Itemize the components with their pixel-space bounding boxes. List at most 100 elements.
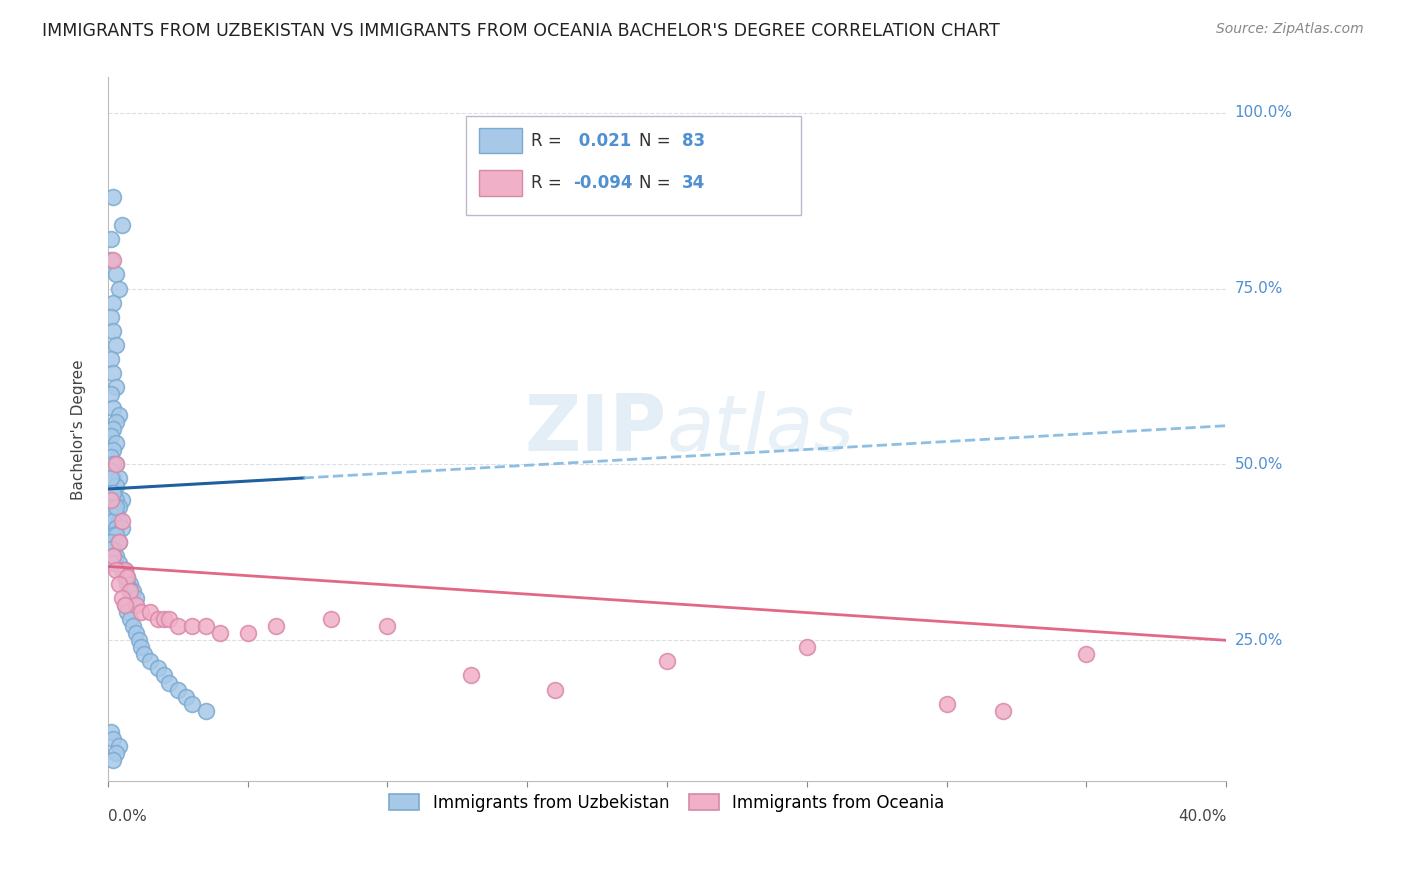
Point — [108, 577, 131, 591]
Point — [796, 640, 818, 655]
Point — [100, 310, 122, 324]
Point — [105, 478, 128, 492]
Point — [103, 295, 125, 310]
Point — [103, 753, 125, 767]
Text: 25.0%: 25.0% — [1234, 632, 1282, 648]
Point — [120, 584, 142, 599]
Point — [103, 190, 125, 204]
Point — [103, 443, 125, 458]
Point — [114, 598, 136, 612]
Point — [152, 612, 174, 626]
Point — [105, 458, 128, 472]
Point — [105, 563, 128, 577]
Point — [544, 682, 567, 697]
Point — [111, 514, 134, 528]
Point — [103, 366, 125, 380]
Text: N =: N = — [640, 132, 676, 150]
Point — [460, 668, 482, 682]
Text: -0.094: -0.094 — [574, 174, 633, 192]
Point — [108, 471, 131, 485]
Point — [128, 633, 150, 648]
Point — [100, 351, 122, 366]
Point — [105, 549, 128, 563]
Point — [103, 549, 125, 563]
Point — [120, 577, 142, 591]
Point — [100, 253, 122, 268]
Point — [108, 408, 131, 422]
Point — [180, 697, 202, 711]
Point — [111, 492, 134, 507]
Text: 0.021: 0.021 — [574, 132, 631, 150]
Point — [108, 281, 131, 295]
Point — [117, 577, 139, 591]
FancyBboxPatch shape — [479, 128, 522, 153]
Point — [100, 232, 122, 246]
Point — [103, 422, 125, 436]
Point — [114, 563, 136, 577]
Point — [100, 541, 122, 556]
Point — [103, 528, 125, 542]
Point — [100, 556, 122, 570]
Point — [103, 549, 125, 563]
Point — [103, 401, 125, 416]
Point — [174, 690, 197, 704]
Y-axis label: Bachelor's Degree: Bachelor's Degree — [72, 359, 86, 500]
Point — [103, 485, 125, 500]
Point — [105, 521, 128, 535]
Point — [100, 485, 122, 500]
Point — [103, 500, 125, 514]
Point — [105, 380, 128, 394]
Point — [108, 534, 131, 549]
Point — [131, 640, 153, 655]
Point — [103, 514, 125, 528]
Point — [157, 675, 180, 690]
Point — [152, 668, 174, 682]
Point — [122, 619, 145, 633]
Point — [264, 619, 287, 633]
Point — [655, 654, 678, 668]
Point — [194, 704, 217, 718]
Point — [105, 746, 128, 760]
Point — [117, 570, 139, 584]
Point — [103, 485, 125, 500]
Point — [138, 654, 160, 668]
Point — [122, 584, 145, 599]
Text: 83: 83 — [682, 132, 704, 150]
Text: 34: 34 — [682, 174, 704, 192]
Point — [114, 570, 136, 584]
Text: 40.0%: 40.0% — [1178, 809, 1226, 824]
Point — [146, 661, 169, 675]
Point — [117, 605, 139, 619]
Point — [991, 704, 1014, 718]
Point — [103, 324, 125, 338]
Point — [100, 471, 122, 485]
Text: 50.0%: 50.0% — [1234, 457, 1282, 472]
Point — [935, 697, 957, 711]
Text: ZIP: ZIP — [524, 392, 666, 467]
Point — [105, 528, 128, 542]
Text: atlas: atlas — [666, 392, 855, 467]
Point — [103, 731, 125, 746]
Text: Source: ZipAtlas.com: Source: ZipAtlas.com — [1216, 22, 1364, 37]
Point — [138, 605, 160, 619]
Point — [100, 465, 122, 479]
Text: N =: N = — [640, 174, 676, 192]
Point — [1076, 648, 1098, 662]
Point — [105, 492, 128, 507]
Point — [180, 619, 202, 633]
Point — [103, 471, 125, 485]
Point — [103, 541, 125, 556]
Point — [100, 387, 122, 401]
Point — [105, 436, 128, 450]
Legend: Immigrants from Uzbekistan, Immigrants from Oceania: Immigrants from Uzbekistan, Immigrants f… — [382, 787, 952, 818]
Point — [108, 500, 131, 514]
Point — [117, 570, 139, 584]
Point — [125, 626, 148, 640]
Point — [100, 534, 122, 549]
FancyBboxPatch shape — [465, 116, 801, 215]
Point — [105, 458, 128, 472]
Point — [108, 534, 131, 549]
Point — [100, 724, 122, 739]
Point — [208, 626, 231, 640]
Point — [321, 612, 343, 626]
